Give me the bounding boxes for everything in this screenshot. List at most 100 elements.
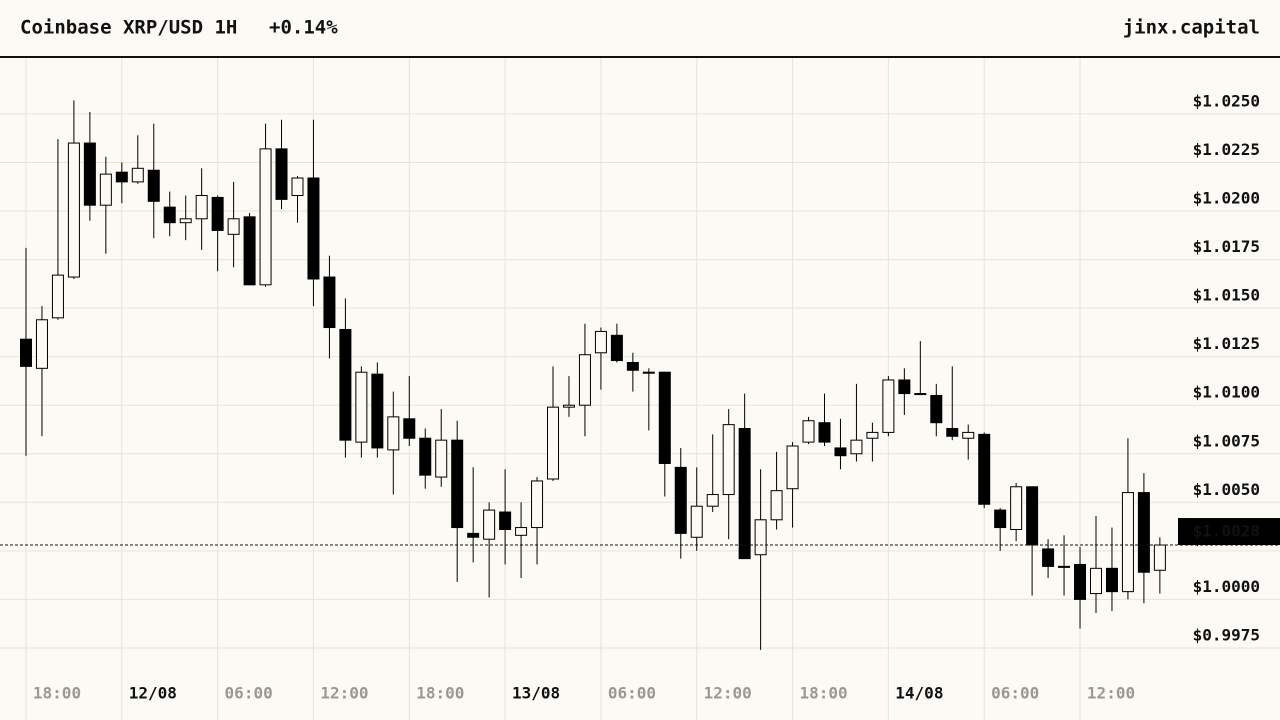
x-tick-label: 18:00 [33,684,81,703]
header [0,0,1280,57]
candle-body [898,379,911,395]
x-tick-label: 06:00 [608,684,656,703]
brand: jinx.capital [1123,17,1260,39]
candle-body [83,142,96,206]
candle-body [131,167,144,183]
candle-body [578,354,591,406]
candle-body [211,196,224,231]
y-tick-label: $1.0100 [1193,383,1260,402]
x-tick-label: 12/08 [129,684,177,703]
candle-body [307,177,320,280]
candle-body [626,361,639,371]
y-tick-label: $1.0225 [1193,140,1260,159]
y-tick-label: $0.9975 [1193,625,1260,644]
candle-body [738,428,751,560]
candle-body [946,428,959,437]
x-tick-label: 06:00 [991,684,1039,703]
x-tick-label: 13/08 [512,684,560,703]
candle-body [1153,544,1166,571]
candle-body [642,371,655,374]
x-tick-label: 06:00 [225,684,273,703]
candle-body [674,466,687,534]
x-tick-label: 12:00 [1087,684,1135,703]
candle-body [467,532,480,538]
candle-body [1105,567,1118,593]
candle-body [1042,548,1055,567]
candle-body [930,395,943,424]
y-tick-label: $1.0125 [1193,334,1260,353]
candle-body [786,445,799,490]
candle-body [243,216,256,286]
candle-body [962,431,975,439]
last-price-box [1178,518,1280,546]
last-price-label: $1.0028 [1193,522,1260,541]
candle-body [802,420,815,443]
candle-body [499,511,512,530]
y-tick-label: $1.0200 [1193,189,1260,208]
candle-body [147,169,160,202]
candle-body [1089,567,1102,595]
candle-body [914,393,927,396]
candle-body [451,439,464,529]
x-tick-label: 12:00 [704,684,752,703]
candle-body [403,418,416,439]
candle-body [195,194,208,220]
candle-body [1026,486,1039,546]
candle-body [179,218,192,224]
candle-body [67,142,80,278]
candle-body [163,206,176,224]
y-tick-label: $1.0075 [1193,431,1260,450]
candle-body [547,406,560,480]
candle-body [770,490,783,521]
candle-body [387,416,400,451]
x-tick-label: 14/08 [895,684,943,703]
candle-body [706,494,719,507]
price-change: +0.14% [269,17,338,39]
candle-body [35,319,48,369]
candle-body [610,334,623,362]
candle-body [259,148,272,286]
candle-body [1121,492,1134,593]
candle-body [994,509,1007,529]
candle-body [594,330,607,354]
candle-body [658,371,671,464]
candle-body [275,148,288,200]
candle-body [722,424,735,496]
candle-body [99,173,112,206]
candle-body [419,437,432,476]
candle-body [515,527,528,536]
y-tick-label: $1.0150 [1193,286,1260,305]
candle-body [51,274,64,319]
candle-body [690,505,703,538]
y-tick-label: $1.0050 [1193,480,1260,499]
chart-title: Coinbase XRP/USD 1H [20,17,237,39]
candle-body [355,371,368,443]
candle-body [754,519,767,556]
candle-body [483,509,496,540]
candle-body [227,218,240,235]
candle-body [1010,486,1023,530]
candle-body [371,373,384,449]
candle-body [866,431,879,439]
candle-body [115,171,128,183]
candle-body [850,439,863,455]
candle-body [20,338,32,367]
candles [20,100,1166,650]
candle-body [818,422,831,443]
candle-body [1074,563,1087,600]
candle-body [978,433,991,505]
candle-body [291,177,304,196]
candle-body [1058,565,1071,568]
y-tick-label: $1.0175 [1193,237,1260,256]
candle-body [323,276,336,329]
x-tick-label: 18:00 [799,684,847,703]
x-tick-label: 18:00 [416,684,464,703]
y-tick-label: $1.0000 [1193,577,1260,596]
candle-body [1137,492,1150,573]
candle-body [562,404,575,408]
candle-body [339,328,352,441]
axis-labels: $0.9975$1.0000$1.0025$1.0050$1.0075$1.01… [0,91,1280,703]
candle-body [531,480,544,529]
